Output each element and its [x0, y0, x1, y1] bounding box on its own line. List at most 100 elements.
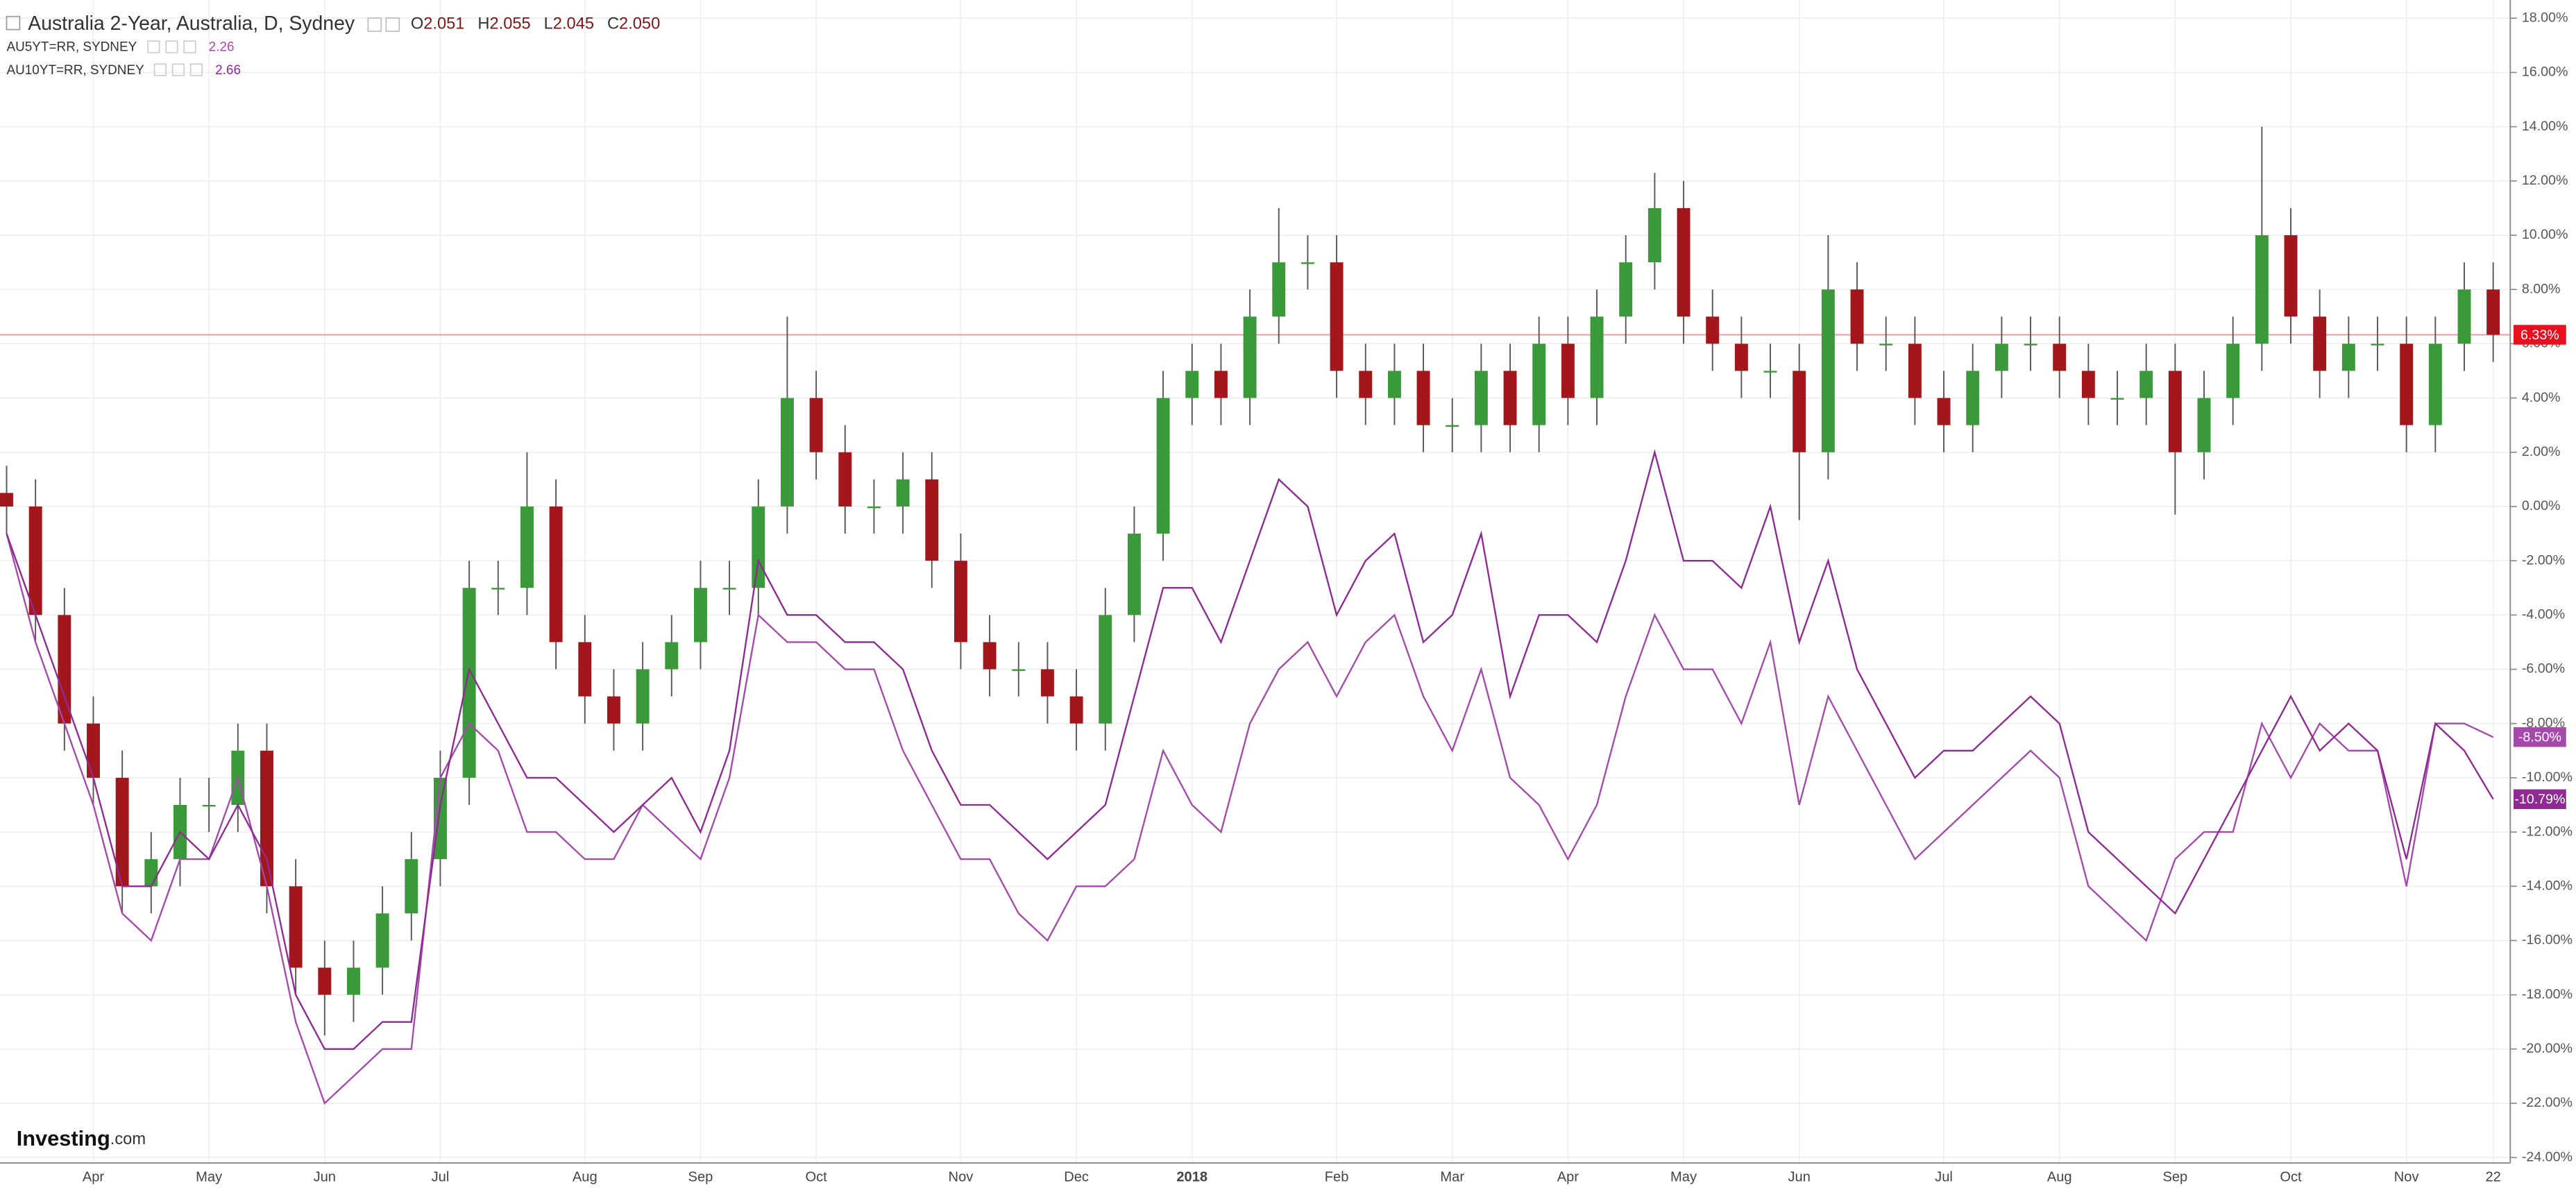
y-tick-label: 0.00%	[2522, 498, 2561, 513]
x-tick-label: May	[1670, 1170, 1697, 1185]
candle-body	[462, 588, 476, 778]
candle-body	[1619, 262, 1633, 317]
candle-body	[2110, 398, 2124, 400]
candle-body	[1763, 371, 1777, 373]
last-value-badge	[2514, 789, 2566, 809]
candle-body	[1937, 398, 1951, 425]
y-tick-label: 2.00%	[2522, 444, 2561, 459]
candle-body	[1908, 343, 1922, 398]
x-tick-label: Nov	[949, 1170, 974, 1185]
legend-name: AU5YT=RR, SYDNEY	[6, 40, 137, 55]
candle-body	[1446, 425, 1459, 427]
x-tick-label: Oct	[805, 1170, 827, 1185]
y-tick-label: 8.00%	[2522, 281, 2561, 296]
x-tick-label: Apr	[83, 1170, 105, 1185]
ohlc-label: L	[544, 15, 553, 33]
candle-body	[1012, 669, 1026, 671]
last-value-badge	[2514, 325, 2566, 345]
candle-body	[1503, 371, 1517, 425]
x-tick-label: Jun	[1788, 1170, 1810, 1185]
candle-body	[2053, 343, 2067, 371]
legend-icon	[165, 40, 178, 53]
candle-body	[1850, 289, 1864, 344]
candle-body	[636, 669, 650, 724]
x-tick-label: Jul	[432, 1170, 450, 1185]
candle-body	[202, 805, 216, 807]
candle-body	[1272, 262, 1286, 317]
logo: Investing.com	[17, 1126, 146, 1150]
candle-body	[1243, 316, 1257, 398]
candle-body	[1734, 343, 1748, 371]
last-value-badge	[2514, 727, 2566, 747]
candle-body	[115, 777, 129, 887]
legend-icon	[183, 40, 196, 53]
candle-body	[780, 398, 794, 507]
y-tick-label: 16.00%	[2522, 65, 2568, 80]
x-tick-label: Jul	[1935, 1170, 1953, 1185]
candle-body	[2341, 343, 2355, 371]
candle-body	[1416, 371, 1430, 425]
candle-body	[693, 588, 707, 643]
legend-value: 2.66	[215, 63, 241, 78]
candle-body	[87, 723, 100, 778]
y-tick-label: -10.00%	[2522, 770, 2573, 785]
logo-main: Investing	[17, 1126, 110, 1150]
ohlc-label: C	[607, 15, 619, 33]
x-tick-label: May	[196, 1170, 223, 1185]
candle-body	[1706, 316, 1720, 344]
candle-body	[2457, 289, 2471, 344]
legend-icon	[147, 40, 160, 53]
candle-body	[1879, 343, 1893, 346]
candle-body	[1387, 371, 1401, 398]
y-tick-label: -8.00%	[2522, 715, 2565, 731]
candle-body	[405, 859, 418, 914]
candle-body	[867, 506, 881, 509]
x-tick-label: 2018	[1176, 1170, 1208, 1185]
candle-body	[0, 493, 13, 507]
y-tick-label: -24.00%	[2522, 1149, 2573, 1164]
y-tick-label: -6.00%	[2522, 661, 2565, 677]
ohlc-label: O	[411, 15, 423, 33]
logo-suffix: .com	[110, 1130, 146, 1148]
candle-body	[433, 777, 447, 860]
y-tick-label: 12.00%	[2522, 173, 2568, 188]
candle-body	[983, 642, 997, 670]
y-tick-label: -12.00%	[2522, 824, 2573, 839]
collapse-icon[interactable]	[6, 15, 21, 31]
candle-body	[2284, 235, 2298, 317]
candle-body	[2371, 343, 2384, 346]
legend-name: AU10YT=RR, SYDNEY	[6, 63, 144, 78]
candle-body	[1793, 371, 1806, 452]
ohlc-value: 2.045	[553, 15, 594, 33]
ohlc-label: H	[477, 15, 489, 33]
marks	[0, 126, 2511, 1105]
candle-body	[2226, 343, 2240, 398]
candle-body	[1677, 207, 1690, 317]
chart-title: Australia 2-Year, Australia, D, Sydney	[28, 12, 355, 35]
candle-body	[607, 696, 620, 724]
candle-body	[1099, 615, 1112, 724]
y-tick-label: 4.00%	[2522, 390, 2561, 405]
x-tick-label: Nov	[2394, 1170, 2419, 1185]
legend: AU5YT=RR, SYDNEY 2.26 AU10YT=RR, SYDNEY 2.6…	[6, 40, 240, 78]
ohlc-value: 2.050	[619, 15, 660, 33]
candle-body	[289, 886, 303, 968]
candle-body	[491, 588, 505, 590]
candle-body	[2168, 371, 2182, 452]
candle-body	[1561, 343, 1575, 398]
candle-body	[1359, 371, 1373, 398]
last-value-label: 6.33%	[2520, 328, 2559, 343]
candle-body	[375, 913, 389, 968]
candle-body	[2313, 316, 2327, 371]
candle-body	[1821, 289, 1835, 452]
x-tick-label: Mar	[1440, 1170, 1464, 1185]
candle-body	[809, 398, 823, 452]
last-value-label: -8.50%	[2518, 730, 2561, 745]
candle-body	[318, 967, 332, 995]
candle-body	[1185, 371, 1199, 398]
y-tick-label: -14.00%	[2522, 878, 2573, 893]
x-tick-label: Jun	[314, 1170, 336, 1185]
y-tick-label: 14.00%	[2522, 119, 2568, 134]
candle-body	[347, 967, 360, 995]
